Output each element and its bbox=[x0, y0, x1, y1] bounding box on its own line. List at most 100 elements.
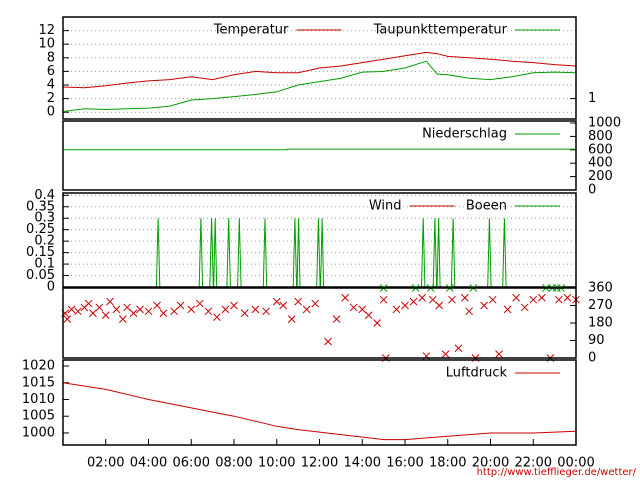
scatter-point bbox=[279, 301, 288, 310]
y-tick-label: 0.4 bbox=[34, 188, 55, 203]
legend-label: Wind bbox=[369, 199, 402, 214]
scatter-point bbox=[112, 305, 121, 314]
y-tick-label: 1000 bbox=[588, 116, 621, 131]
scatter-point bbox=[63, 315, 72, 323]
x-tick-label: 20:00 bbox=[472, 456, 509, 471]
scatter-point bbox=[221, 305, 230, 314]
scatter-point bbox=[187, 305, 196, 314]
scatter-point bbox=[106, 297, 114, 306]
series-line bbox=[63, 218, 576, 288]
y-tick-label: 600 bbox=[588, 142, 613, 157]
y-tick-label: 0 bbox=[588, 183, 596, 198]
y-tick-label: 0.3 bbox=[34, 211, 55, 226]
scatter-point bbox=[529, 295, 538, 304]
scatter-point bbox=[251, 305, 260, 314]
scatter-point bbox=[332, 315, 341, 323]
scatter-point bbox=[465, 307, 473, 316]
scatter-point bbox=[495, 350, 503, 358]
scatter-point bbox=[401, 301, 409, 310]
scatter-point bbox=[441, 350, 450, 358]
scatter-point bbox=[195, 299, 204, 308]
scatter-point bbox=[240, 309, 249, 318]
scatter-point bbox=[294, 297, 302, 306]
panel-frame bbox=[62, 16, 577, 120]
x-tick-label: 02:00 bbox=[87, 456, 124, 471]
y-tick-label: 4 bbox=[47, 78, 55, 93]
x-tick-label: 12:00 bbox=[301, 456, 338, 471]
x-tick-label: 04:00 bbox=[130, 456, 167, 471]
scatter-point bbox=[311, 299, 320, 308]
y-tick-label: 0.15 bbox=[26, 245, 55, 260]
y-tick-label: 270 bbox=[588, 298, 613, 313]
scatter-point bbox=[230, 301, 238, 310]
scatter-point bbox=[520, 303, 529, 312]
scatter-point bbox=[409, 297, 418, 306]
scatter-point bbox=[373, 319, 382, 327]
scatter-point bbox=[74, 307, 82, 316]
series-line bbox=[62, 60, 577, 112]
scatter-point bbox=[488, 295, 497, 304]
legend-label: Niederschlag bbox=[422, 127, 507, 142]
scatter-point bbox=[302, 305, 311, 314]
scatter-point bbox=[392, 305, 401, 314]
x-tick-label: 08:00 bbox=[215, 456, 252, 471]
scatter-point bbox=[153, 301, 161, 310]
scatter-point bbox=[460, 293, 469, 302]
series-line bbox=[62, 382, 577, 441]
scatter-point bbox=[262, 307, 270, 316]
panel-frame bbox=[62, 287, 577, 359]
scatter-point bbox=[428, 295, 437, 304]
x-tick-label: 10:00 bbox=[258, 456, 295, 471]
y-tick-label: 0 bbox=[47, 280, 55, 295]
scatter-point bbox=[213, 313, 221, 322]
scatter-point bbox=[123, 303, 131, 312]
series-line bbox=[63, 148, 576, 151]
x-tick-label: 18:00 bbox=[429, 456, 466, 471]
y-tick-label: 1020 bbox=[22, 359, 55, 374]
y-tick-label: 180 bbox=[588, 316, 613, 331]
scatter-point bbox=[563, 293, 572, 302]
y-tick-label: 400 bbox=[588, 156, 613, 171]
scatter-point bbox=[95, 303, 104, 312]
x-tick-label: 14:00 bbox=[344, 456, 381, 471]
footer-url: http://www.tiefflieger.de/wetter/ bbox=[477, 467, 637, 478]
scatter-point bbox=[341, 293, 350, 302]
scatter-point bbox=[379, 295, 388, 304]
scatter-point bbox=[144, 307, 153, 316]
x-tick-label: 16:00 bbox=[386, 456, 423, 471]
y-tick-label: 200 bbox=[588, 169, 613, 184]
scatter-point bbox=[324, 337, 332, 346]
series-line bbox=[62, 51, 577, 89]
y-tick-label: 1015 bbox=[22, 375, 55, 390]
scatter-point bbox=[349, 303, 358, 312]
panel-frame bbox=[62, 359, 577, 446]
y-tick-label: 1005 bbox=[22, 409, 55, 424]
scatter-point bbox=[287, 315, 296, 323]
y-tick-label: 360 bbox=[588, 281, 613, 296]
scatter-point bbox=[101, 311, 110, 320]
y2-tick-label: 1 bbox=[588, 91, 596, 106]
y-tick-label: 2 bbox=[47, 91, 55, 106]
legend-label: Temperatur bbox=[213, 23, 289, 38]
scatter-point bbox=[89, 309, 97, 318]
y-tick-label: 8 bbox=[47, 50, 55, 65]
scatter-point bbox=[272, 297, 281, 306]
y-tick-label: 0.1 bbox=[34, 257, 55, 272]
x-tick-label: 06:00 bbox=[173, 456, 210, 471]
scatter-point bbox=[454, 344, 463, 353]
scatter-point bbox=[204, 307, 213, 316]
y-tick-label: 800 bbox=[588, 129, 613, 144]
y-tick-label: 0 bbox=[588, 351, 596, 366]
scatter-point bbox=[176, 301, 185, 310]
scatter-point bbox=[136, 305, 144, 314]
y-tick-label: 10 bbox=[38, 37, 55, 52]
scatter-point bbox=[512, 293, 521, 302]
y-tick-label: 0.05 bbox=[26, 268, 55, 283]
panel-frame bbox=[62, 192, 577, 288]
scatter-point bbox=[555, 295, 563, 304]
scatter-point bbox=[418, 293, 426, 302]
scatter-point bbox=[118, 315, 127, 323]
y-tick-label: 1010 bbox=[22, 392, 55, 407]
y-tick-label: 0.25 bbox=[26, 222, 55, 237]
scatter-point bbox=[503, 305, 512, 314]
